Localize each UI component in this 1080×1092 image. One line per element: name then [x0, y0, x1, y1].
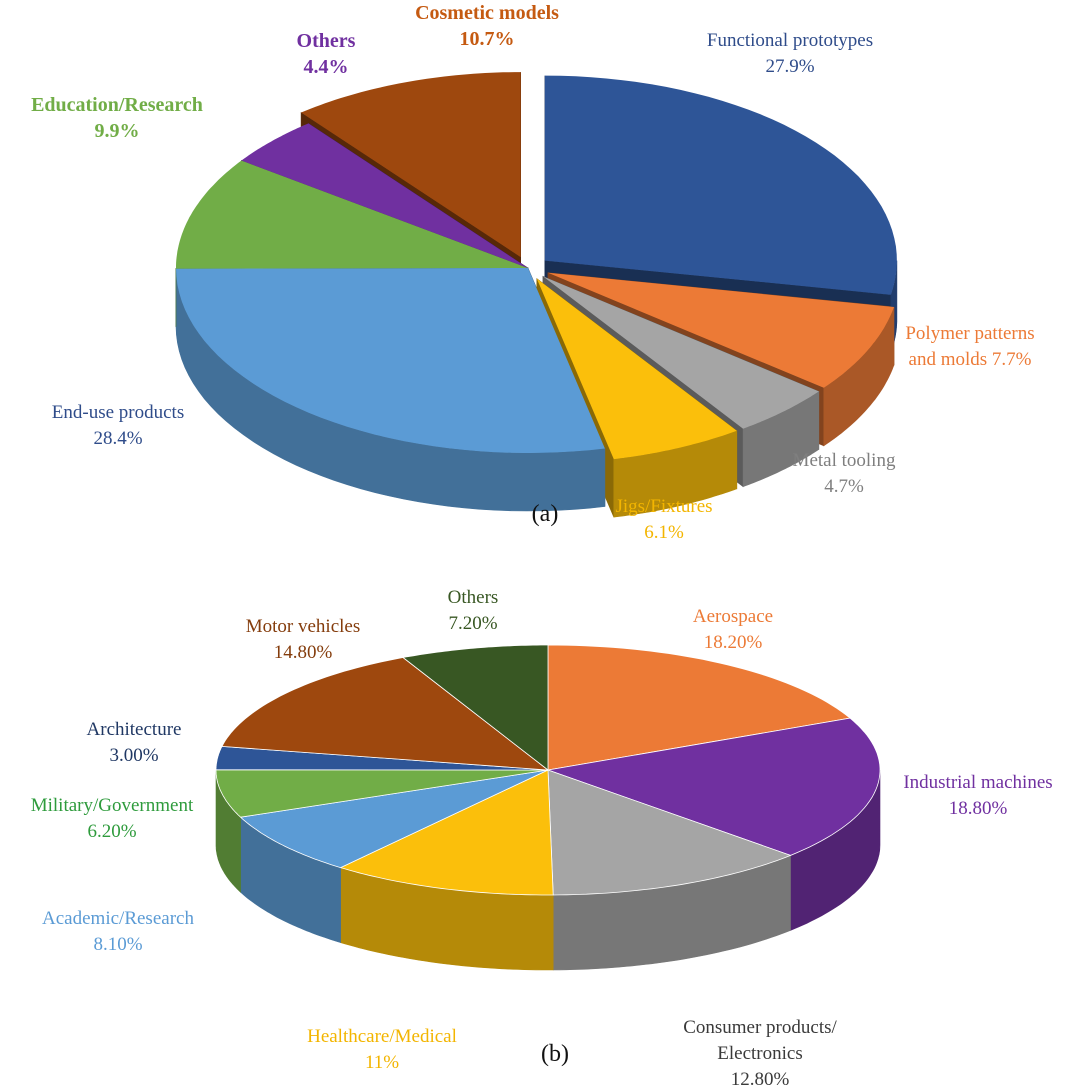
panel-label-b: (b): [541, 1041, 569, 1067]
label-polymer-patterns-and-molds-line-2: and molds 7.7%: [909, 349, 1032, 370]
slice-industrial-machines: [546, 717, 881, 856]
pie-chart-a: [175, 72, 898, 518]
label-academic-research-name: Academic/Research: [42, 908, 194, 929]
label-functional-prototypes-name: Functional prototypes: [707, 30, 873, 51]
label-healthcare-medical-name: Healthcare/Medical: [307, 1026, 457, 1047]
slice-motor-vehicles: [221, 657, 550, 771]
slice-end-use-products: [176, 268, 605, 453]
label-others-line-2: 4.4%: [304, 56, 349, 78]
label-education-research-name: Education/Research: [31, 94, 203, 116]
slice-healthcare-medical: [339, 769, 554, 896]
slice-cosmetic-models: [301, 72, 521, 258]
slice-polymer-patterns-and-molds: [548, 272, 894, 388]
label-architecture-name: Architecture: [87, 719, 182, 740]
label-polymer-patterns-and-molds-name: Polymer patterns: [905, 323, 1034, 344]
pie-chart-a-labels: Functional prototypes 27.9% Polymer patter…: [31, 2, 1035, 543]
label-aerospace-name: Aerospace: [693, 606, 773, 627]
label-jigs-fixtures-name: Jigs/Fixtures: [615, 496, 712, 517]
label-others-name: Others: [448, 587, 499, 608]
pie-chart-b-labels: Aerospace 18.20% Industrial machines 18.80%…: [31, 587, 1053, 1090]
panel-label-a: (a): [532, 501, 559, 527]
slice-academic-research: [239, 769, 549, 869]
label-motor-vehicles-line-2: 14.80%: [274, 642, 333, 663]
label-military-government-name: Military/Government: [31, 795, 194, 816]
slice-education-research: [176, 160, 528, 269]
label-cosmetic-models-line-2: 10.7%: [460, 28, 515, 50]
label-others-name: Others: [297, 30, 356, 52]
slice-side-metal-tooling: [742, 390, 820, 488]
pie-chart-b: [215, 644, 881, 971]
slice-consumer-products-electronics: [547, 769, 792, 896]
label-industrial-machines-name: Industrial machines: [903, 772, 1052, 793]
label-aerospace-line-2: 18.20%: [704, 632, 763, 653]
slice-military-government: [215, 769, 549, 818]
slice-functional-prototypes: [544, 75, 897, 295]
label-metal-tooling-line-2: 4.7%: [824, 476, 864, 497]
label-consumer-products-electronics-name: Consumer products/: [683, 1017, 837, 1038]
label-motor-vehicles-name: Motor vehicles: [246, 616, 361, 637]
label-others-line-2: 7.20%: [448, 613, 497, 634]
label-cosmetic-models-name: Cosmetic models: [415, 2, 559, 24]
label-military-government-line-2: 6.20%: [87, 821, 136, 842]
label-healthcare-medical-line-2: 11%: [365, 1052, 399, 1073]
slice-metal-tooling: [543, 276, 819, 429]
slice-others: [241, 123, 528, 269]
label-academic-research-line-2: 8.10%: [93, 934, 142, 955]
label-architecture-line-2: 3.00%: [109, 745, 158, 766]
label-end-use-products-line-2: 28.4%: [93, 428, 142, 449]
label-consumer-products-electronics-line-3: 12.80%: [731, 1069, 790, 1090]
slice-aerospace: [547, 644, 851, 771]
label-metal-tooling-name: Metal tooling: [793, 450, 896, 471]
label-jigs-fixtures-line-2: 6.1%: [644, 522, 684, 543]
label-industrial-machines-line-2: 18.80%: [949, 798, 1008, 819]
label-functional-prototypes-line-2: 27.9%: [765, 56, 814, 77]
label-end-use-products-name: End-use products: [52, 402, 184, 423]
label-consumer-products-electronics-line-2: Electronics: [717, 1043, 802, 1064]
slice-jigs-fixtures: [536, 278, 737, 460]
label-education-research-line-2: 9.9%: [95, 120, 140, 142]
slice-others: [402, 644, 549, 771]
